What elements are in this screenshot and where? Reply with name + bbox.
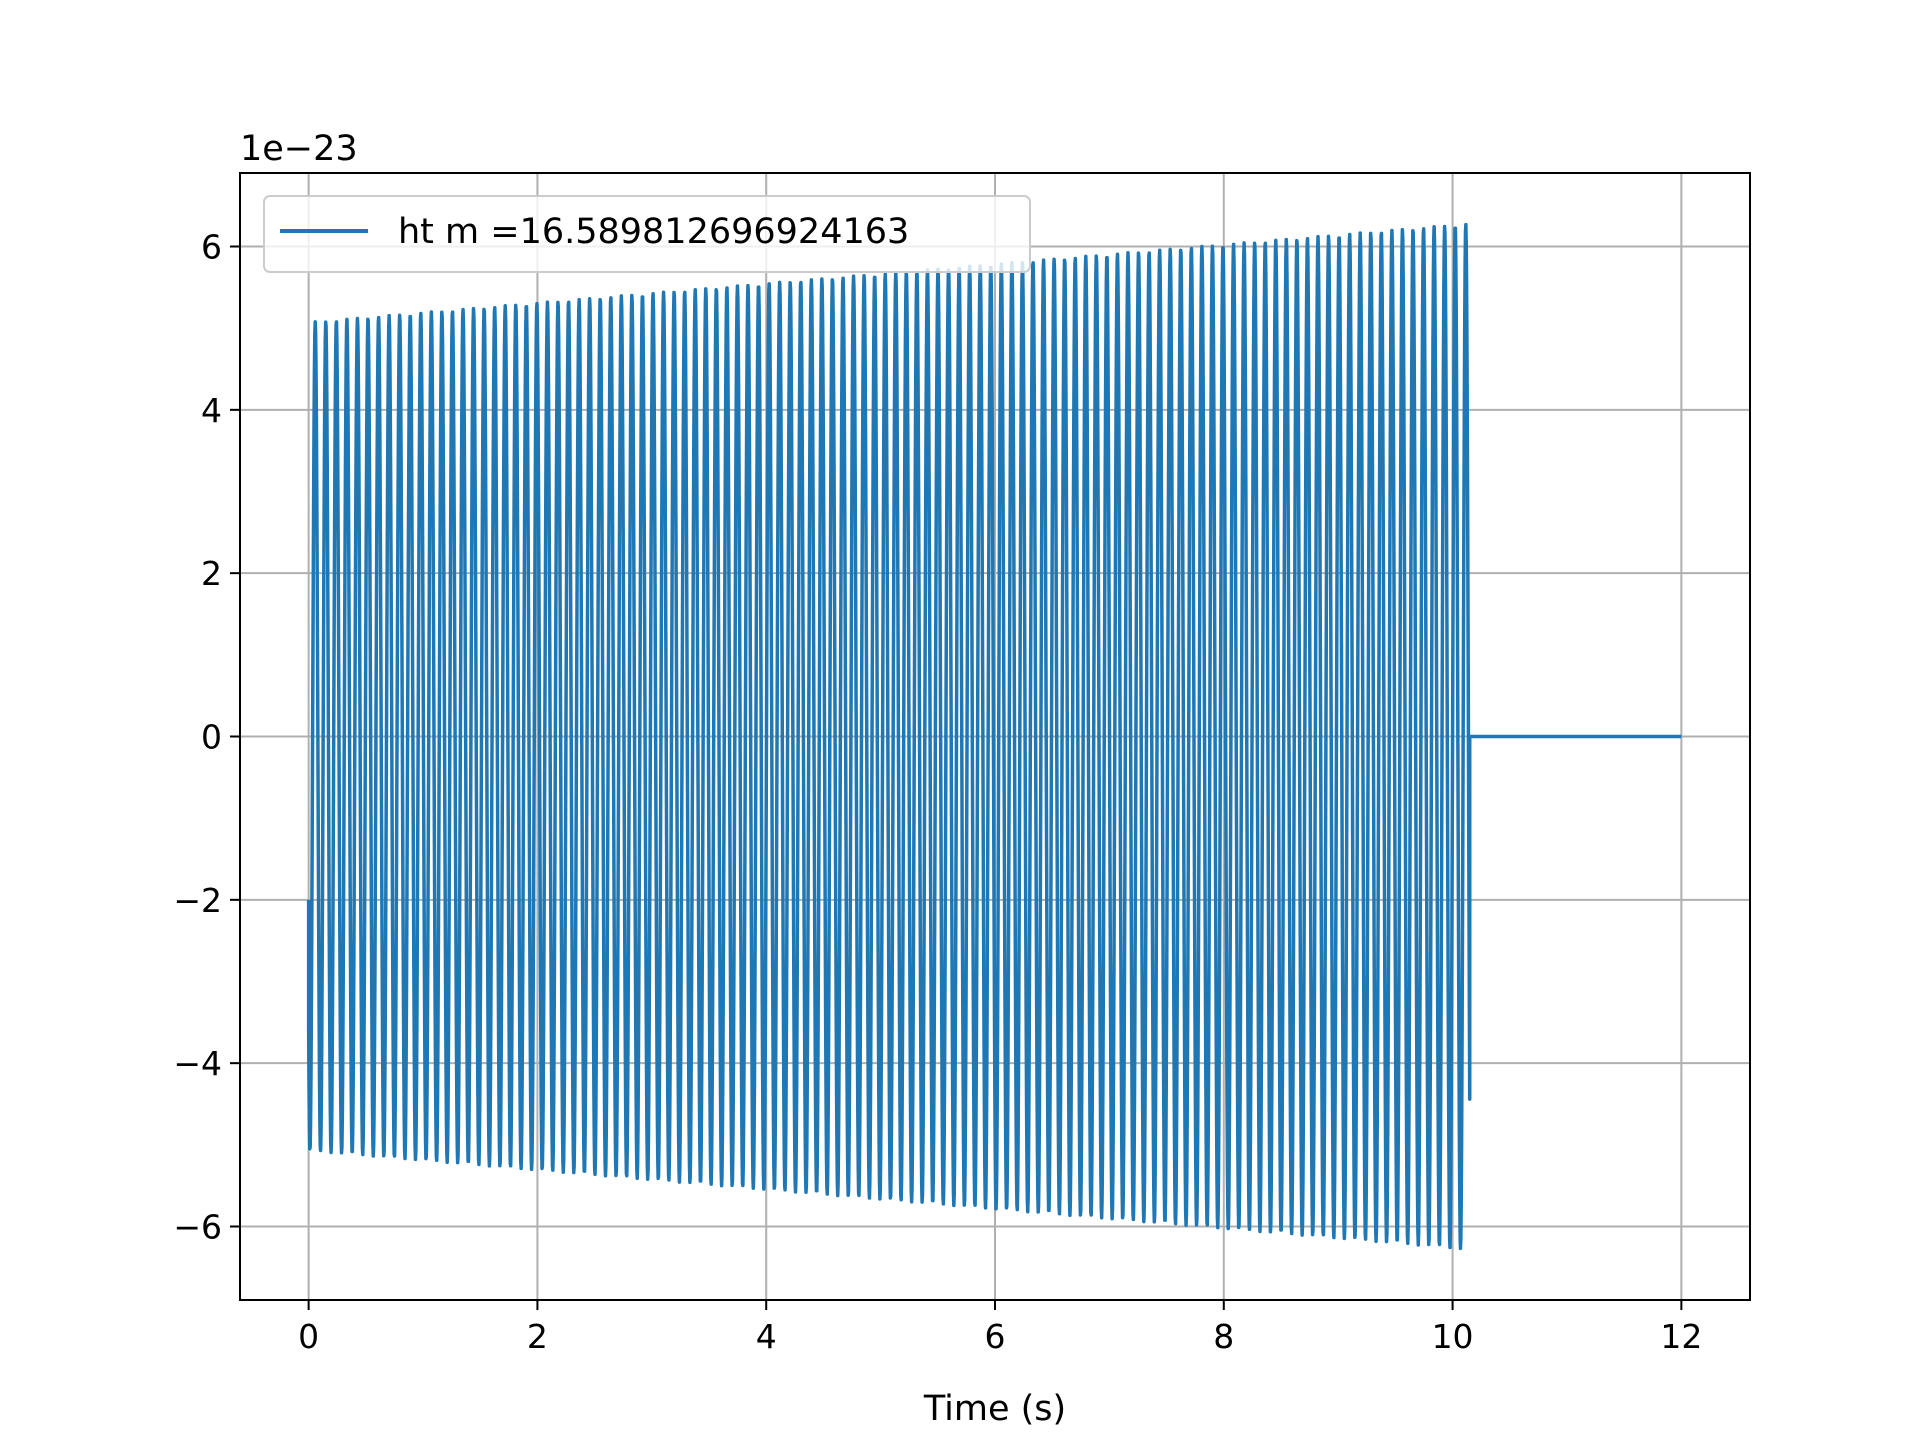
series-line-ht — [306, 222, 1682, 1251]
plot-area — [306, 222, 1682, 1251]
legend-label: ht m =16.589812696924163 — [398, 212, 909, 252]
x-tick-label: 2 — [527, 1317, 548, 1356]
x-tick-label: 0 — [298, 1317, 319, 1356]
x-tick-label: 12 — [1660, 1317, 1702, 1356]
x-tick-label: 10 — [1432, 1317, 1474, 1356]
y-tick-label: −6 — [173, 1208, 222, 1247]
legend-box — [263, 195, 1031, 273]
x-tick-label: 6 — [985, 1317, 1006, 1356]
y-tick-label: −2 — [173, 881, 222, 920]
y-tick-label: 2 — [201, 554, 222, 593]
y-tick-label: 6 — [201, 228, 222, 267]
legend: ht m =16.589812696924163 — [263, 195, 1031, 273]
y-axis: −6 −4 −2 0 2 4 6 — [173, 228, 240, 1247]
x-axis: 0 2 4 6 8 10 12 — [298, 1300, 1702, 1356]
x-tick-label: 4 — [756, 1317, 777, 1356]
x-tick-label: 8 — [1213, 1317, 1234, 1356]
y-tick-label: −4 — [173, 1044, 222, 1083]
y-tick-label: 4 — [201, 391, 222, 430]
y-offset-label: 1e−23 — [240, 129, 358, 169]
x-axis-label: Time (s) — [923, 1389, 1066, 1429]
y-tick-label: 0 — [201, 718, 222, 757]
